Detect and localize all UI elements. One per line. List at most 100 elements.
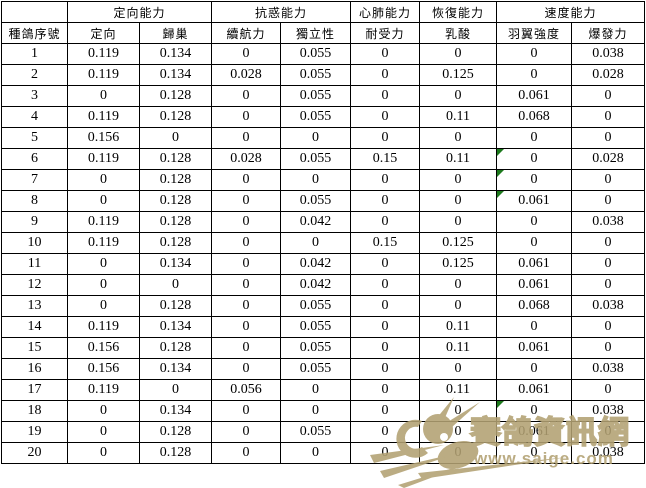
value-cell[interactable]: 0 xyxy=(571,337,646,359)
value-cell[interactable]: 0.061 xyxy=(496,253,573,275)
row-serial-cell[interactable]: 3 xyxy=(1,85,68,107)
value-cell[interactable]: 0 xyxy=(419,442,498,464)
value-cell[interactable]: 0 xyxy=(350,106,421,128)
value-cell[interactable]: 0 xyxy=(496,232,573,254)
value-cell[interactable]: 0.061 xyxy=(496,190,573,212)
value-cell[interactable]: 0 xyxy=(211,337,282,359)
value-cell[interactable]: 0.125 xyxy=(419,64,498,86)
value-cell[interactable]: 0 xyxy=(280,127,352,149)
row-serial-cell[interactable]: 5 xyxy=(1,127,68,149)
value-cell[interactable]: 0.028 xyxy=(211,64,282,86)
value-cell[interactable]: 0.038 xyxy=(571,358,646,380)
value-cell[interactable]: 0.11 xyxy=(419,379,498,401)
value-cell[interactable]: 0 xyxy=(280,232,352,254)
value-cell[interactable]: 0.128 xyxy=(138,442,213,464)
value-cell[interactable]: 0 xyxy=(496,127,573,149)
value-cell[interactable]: 0 xyxy=(350,400,421,422)
value-cell[interactable]: 0 xyxy=(571,190,646,212)
value-cell[interactable]: 0 xyxy=(138,274,213,296)
value-cell[interactable]: 0 xyxy=(419,295,498,317)
value-cell[interactable]: 0.056 xyxy=(211,379,282,401)
value-cell[interactable]: 0.119 xyxy=(67,232,140,254)
value-cell[interactable]: 0.068 xyxy=(496,106,573,128)
value-cell[interactable]: 0.134 xyxy=(138,400,213,422)
value-cell[interactable]: 0 xyxy=(67,421,140,443)
value-cell[interactable]: 0 xyxy=(350,316,421,338)
value-cell[interactable]: 0 xyxy=(419,85,498,107)
row-serial-cell[interactable]: 19 xyxy=(1,421,68,443)
value-cell[interactable]: 0 xyxy=(571,106,646,128)
value-cell[interactable]: 0.055 xyxy=(280,64,352,86)
value-cell[interactable]: 0 xyxy=(419,127,498,149)
value-cell[interactable]: 0 xyxy=(350,64,421,86)
value-cell[interactable]: 0 xyxy=(571,421,646,443)
value-cell[interactable]: 0.125 xyxy=(419,253,498,275)
row-serial-cell[interactable]: 6 xyxy=(1,148,68,170)
value-cell[interactable]: 0.156 xyxy=(67,127,140,149)
value-cell[interactable]: 0 xyxy=(350,274,421,296)
value-cell[interactable]: 0.042 xyxy=(280,253,352,275)
value-cell[interactable]: 0.055 xyxy=(280,421,352,443)
value-cell[interactable]: 0 xyxy=(280,442,352,464)
value-cell[interactable]: 0 xyxy=(211,295,282,317)
value-cell[interactable]: 0 xyxy=(211,127,282,149)
value-cell[interactable]: 0 xyxy=(67,400,140,422)
value-cell[interactable]: 0 xyxy=(350,379,421,401)
value-cell[interactable]: 0 xyxy=(496,169,573,191)
value-cell[interactable]: 0 xyxy=(496,211,573,233)
value-cell[interactable]: 0 xyxy=(496,316,573,338)
row-serial-cell[interactable]: 2 xyxy=(1,64,68,86)
value-cell[interactable]: 0 xyxy=(419,358,498,380)
value-cell[interactable]: 0.134 xyxy=(138,64,213,86)
value-cell[interactable]: 0.15 xyxy=(350,232,421,254)
value-cell[interactable]: 0.055 xyxy=(280,358,352,380)
value-cell[interactable]: 0 xyxy=(571,274,646,296)
value-cell[interactable]: 0.061 xyxy=(496,274,573,296)
value-cell[interactable]: 0.134 xyxy=(138,253,213,275)
value-cell[interactable]: 0 xyxy=(350,337,421,359)
value-cell[interactable]: 0 xyxy=(571,253,646,275)
value-cell[interactable]: 0.028 xyxy=(571,64,646,86)
value-cell[interactable]: 0 xyxy=(571,316,646,338)
row-serial-cell[interactable]: 14 xyxy=(1,316,68,338)
value-cell[interactable]: 0 xyxy=(280,379,352,401)
value-cell[interactable]: 0.038 xyxy=(571,400,646,422)
row-serial-cell[interactable]: 16 xyxy=(1,358,68,380)
value-cell[interactable]: 0.119 xyxy=(67,379,140,401)
value-cell[interactable]: 0 xyxy=(211,274,282,296)
value-cell[interactable]: 0.128 xyxy=(138,106,213,128)
value-cell[interactable]: 0 xyxy=(280,400,352,422)
value-cell[interactable]: 0.128 xyxy=(138,337,213,359)
value-cell[interactable]: 0 xyxy=(419,190,498,212)
value-cell[interactable]: 0 xyxy=(350,421,421,443)
value-cell[interactable]: 0 xyxy=(350,127,421,149)
value-cell[interactable]: 0 xyxy=(211,400,282,422)
value-cell[interactable]: 0.055 xyxy=(280,85,352,107)
row-serial-cell[interactable]: 17 xyxy=(1,379,68,401)
value-cell[interactable]: 0.128 xyxy=(138,232,213,254)
row-serial-cell[interactable]: 9 xyxy=(1,211,68,233)
value-cell[interactable]: 0.119 xyxy=(67,148,140,170)
value-cell[interactable]: 0.055 xyxy=(280,295,352,317)
value-cell[interactable]: 0 xyxy=(211,85,282,107)
value-cell[interactable]: 0.156 xyxy=(67,358,140,380)
value-cell[interactable]: 0.128 xyxy=(138,295,213,317)
value-cell[interactable]: 0.038 xyxy=(571,211,646,233)
value-cell[interactable]: 0.128 xyxy=(138,148,213,170)
value-cell[interactable]: 0 xyxy=(496,148,573,170)
value-cell[interactable]: 0 xyxy=(350,43,421,65)
row-serial-cell[interactable]: 7 xyxy=(1,169,68,191)
value-cell[interactable]: 0.028 xyxy=(211,148,282,170)
value-cell[interactable]: 0 xyxy=(496,442,573,464)
row-serial-cell[interactable]: 12 xyxy=(1,274,68,296)
value-cell[interactable]: 0.156 xyxy=(67,337,140,359)
value-cell[interactable]: 0.11 xyxy=(419,337,498,359)
value-cell[interactable]: 0.038 xyxy=(571,295,646,317)
value-cell[interactable]: 0 xyxy=(350,442,421,464)
value-cell[interactable]: 0.119 xyxy=(67,316,140,338)
row-serial-cell[interactable]: 10 xyxy=(1,232,68,254)
value-cell[interactable]: 0 xyxy=(496,358,573,380)
value-cell[interactable]: 0 xyxy=(350,295,421,317)
value-cell[interactable]: 0 xyxy=(211,190,282,212)
value-cell[interactable]: 0 xyxy=(350,253,421,275)
